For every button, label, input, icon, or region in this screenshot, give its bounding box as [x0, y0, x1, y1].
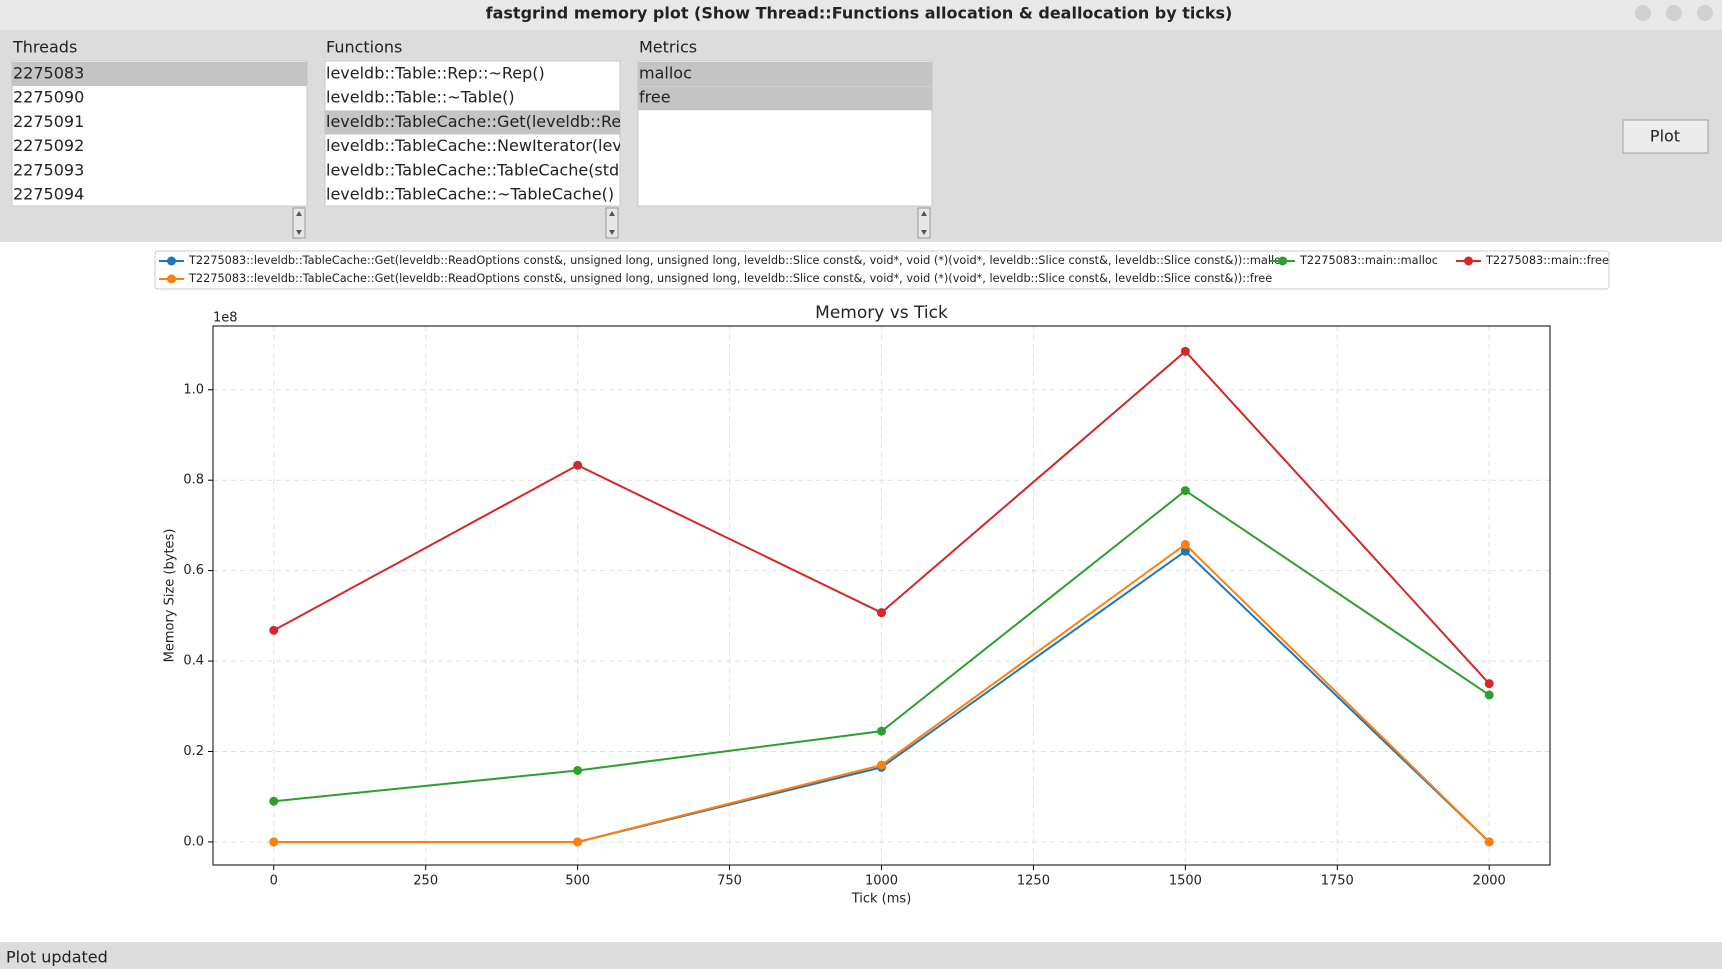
maximize-button[interactable]	[1666, 5, 1682, 21]
list-item[interactable]: 2275091	[13, 112, 84, 131]
chart-title: Memory vs Tick	[815, 303, 948, 323]
data-point	[1484, 837, 1494, 847]
list-item[interactable]: free	[639, 88, 671, 107]
scroll-up	[296, 211, 302, 216]
y-tick-label: 1.0	[183, 382, 204, 397]
x-axis-label: Tick (ms)	[851, 892, 912, 907]
data-point	[1484, 690, 1494, 700]
legend-marker	[1278, 256, 1287, 266]
list-item[interactable]: leveldb::Table::Rep::~Rep()	[326, 64, 545, 83]
y-axis-label: Memory Size (bytes)	[163, 529, 178, 663]
x-tick-label: 1750	[1321, 874, 1354, 889]
list-item[interactable]: 2275090	[13, 88, 84, 107]
selected-row	[638, 62, 932, 86]
list-item[interactable]: leveldb::TableCache::Get(leveldb::ReadC	[326, 112, 652, 131]
data-point	[877, 760, 886, 770]
data-point	[269, 796, 279, 806]
list-item[interactable]: 2275092	[13, 136, 84, 155]
plot-canvas	[0, 242, 1722, 942]
panel-label: Metrics	[639, 38, 697, 57]
data-point	[1180, 346, 1190, 356]
panel-label: Functions	[326, 38, 402, 57]
plot-button[interactable]: Plot	[1622, 119, 1709, 154]
title-bar	[0, 0, 1722, 30]
button-frame[interactable]	[1622, 119, 1709, 154]
plot-frame	[212, 325, 1551, 866]
legend-marker	[167, 274, 176, 284]
scroll-down	[921, 230, 927, 235]
scroll-up	[921, 211, 927, 216]
data-point	[877, 726, 886, 736]
data-point	[573, 765, 583, 775]
list-item[interactable]: leveldb::TableCache::~TableCache()	[326, 185, 614, 204]
list-items: malloc free	[638, 62, 932, 111]
list-item[interactable]: 2275094	[13, 185, 84, 204]
button-label[interactable]: Plot	[1650, 127, 1680, 146]
data-point	[269, 837, 279, 847]
data-point	[573, 837, 583, 847]
x-tick-label: 250	[413, 874, 438, 889]
x-tick-label: 1250	[1017, 874, 1050, 889]
list-item[interactable]: leveldb::Table::~Table()	[326, 88, 515, 107]
data-point	[1484, 679, 1494, 689]
selected-row	[638, 86, 932, 111]
legend-frame	[154, 250, 1610, 290]
x-tick-label: 1500	[1169, 874, 1202, 889]
legend-label: T2275083::leveldb::TableCache::Get(level…	[188, 272, 1272, 285]
list-item[interactable]: malloc	[639, 64, 692, 83]
status-bar	[0, 942, 1722, 969]
selected-row	[12, 62, 307, 86]
data-point	[877, 608, 886, 618]
data-point	[573, 460, 583, 470]
y-tick-label: 0.4	[183, 654, 204, 669]
x-tick-label: 500	[565, 874, 590, 889]
y-tick-label: 0.6	[183, 563, 204, 578]
legend-label: T2275083::main::malloc	[1299, 254, 1438, 267]
y-tick-label: 0.8	[183, 473, 204, 488]
list-items: 2275083 2275090 2275091 2275092 2275093 22750…	[12, 62, 307, 204]
legend-marker	[167, 256, 176, 266]
status-text: Plot updated	[6, 948, 108, 967]
x-tick-label: 2000	[1473, 874, 1506, 889]
x-tick-label: 0	[270, 874, 278, 889]
legend-marker	[1464, 256, 1473, 266]
y-tick-label: 0.2	[183, 744, 204, 759]
scroll-up	[609, 211, 615, 216]
list-item[interactable]: leveldb::TableCache::TableCache(std::__	[326, 160, 647, 180]
panel-label: Threads	[12, 38, 77, 57]
data-point	[1180, 486, 1190, 496]
list-item[interactable]: 2275083	[13, 64, 84, 83]
list-item[interactable]: leveldb::TableCache::NewIterator(leveldb	[326, 136, 656, 155]
data-point	[1180, 546, 1190, 556]
scrollbar[interactable]	[917, 207, 931, 239]
scroll-down	[609, 230, 615, 235]
window-title: fastgrind memory plot (Show Thread::Func…	[486, 4, 1233, 23]
y-offset-label: 1e8	[213, 311, 238, 326]
window-controls	[1635, 5, 1713, 21]
legend-label: T2275083::leveldb::TableCache::Get(level…	[188, 254, 1287, 267]
list-item[interactable]: 2275093	[13, 160, 84, 179]
scrollbar[interactable]	[292, 207, 306, 239]
data-point	[1180, 539, 1190, 549]
legend-label: T2275083::main::free	[1485, 254, 1609, 267]
x-tick-label: 1000	[865, 874, 898, 889]
data-point	[269, 625, 279, 635]
selected-row	[325, 110, 620, 135]
close-button[interactable]	[1697, 5, 1713, 21]
scrollbar[interactable]	[605, 207, 619, 239]
y-tick-label: 0.0	[183, 834, 204, 849]
minimize-button[interactable]	[1635, 5, 1651, 21]
scroll-down	[296, 230, 302, 235]
list-items: leveldb::Table::Rep::~Rep()leveldb::Tabl…	[325, 64, 656, 204]
x-tick-label: 750	[717, 874, 742, 889]
